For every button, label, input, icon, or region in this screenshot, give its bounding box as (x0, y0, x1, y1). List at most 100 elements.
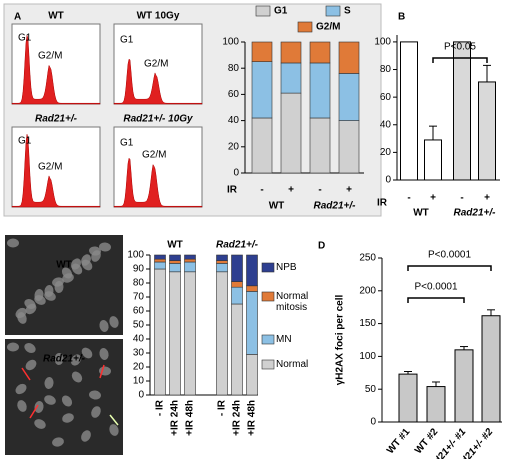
y-tick-label: 0 (385, 175, 391, 186)
nucleus (52, 437, 64, 447)
nucleus (109, 424, 119, 436)
x-tick-label: - IR (217, 399, 228, 416)
x-tick-label: - IR (155, 399, 166, 416)
panel-label: B (398, 12, 405, 23)
bar-segment (154, 268, 166, 396)
histogram-shape (11, 134, 101, 208)
peak-label: G2/M (38, 162, 62, 173)
bar (424, 139, 442, 181)
x-tick-label: +IR 48h (185, 400, 196, 436)
bar-segment (231, 303, 243, 396)
bar-segment (169, 271, 181, 396)
y-tick-label: 80 (228, 63, 240, 74)
x-tick-label: - (318, 185, 321, 196)
panel-label: D (318, 241, 325, 252)
x-tick-label: +IR 24h (170, 400, 181, 436)
x-tick-label: - (407, 193, 410, 204)
nucleus (109, 316, 119, 328)
nucleus (24, 299, 36, 309)
y-tick-label: 90 (133, 264, 145, 275)
histogram-title: WT 10Gy (137, 11, 180, 22)
y-tick-label: 60 (133, 306, 145, 317)
group-label: WT (167, 240, 183, 251)
group-label: Rad21+/- (314, 201, 357, 212)
legend-label-box: Normal (276, 359, 308, 370)
y-tick-label: 30 (133, 348, 145, 359)
legend-swatch (297, 21, 313, 33)
bar-segment (154, 254, 166, 260)
bar (426, 386, 446, 423)
legend-swatch (255, 5, 271, 17)
peak-label: G2/M (144, 59, 168, 70)
nucleus (54, 353, 64, 365)
bar (400, 41, 418, 181)
nucleus (61, 395, 73, 407)
annotation: P<0.0001 (414, 282, 458, 293)
bar-segment (169, 254, 181, 261)
y-tick-label: 50 (365, 384, 377, 395)
histogram-title: Rad21+/- 10Gy (123, 114, 193, 125)
nucleus (7, 342, 19, 352)
bar-segment (280, 92, 302, 174)
nucleus (25, 359, 37, 371)
x-axis-label: IR (377, 198, 388, 209)
legend-swatch (261, 334, 275, 345)
bar (481, 315, 501, 423)
nucleus (15, 383, 27, 395)
panel-label: A (14, 12, 21, 23)
group-label: WT (413, 208, 429, 219)
y-tick-label: 100 (359, 351, 376, 362)
x-tick-label: + (430, 193, 436, 204)
nucleus (34, 419, 46, 429)
bar-segment (184, 271, 196, 396)
y-tick-label: 60 (380, 92, 392, 103)
peak-label: G1 (18, 136, 32, 147)
legend-swatch (261, 291, 275, 302)
bar-segment (246, 354, 258, 396)
bar (453, 41, 471, 181)
y-tick-label: 200 (359, 285, 376, 296)
histogram-title: Rad21+/- (35, 114, 78, 125)
y-tick-label: 20 (133, 362, 145, 373)
histogram-shape (11, 35, 101, 105)
y-tick-label: 0 (138, 390, 144, 401)
peak-label: G2/M (38, 51, 62, 62)
histogram-title: WT (48, 11, 64, 22)
nucleus (89, 246, 101, 256)
bar-segment (251, 61, 273, 119)
significance-bracket (407, 297, 465, 303)
nucleus (44, 377, 54, 389)
bar (454, 349, 474, 423)
peak-label: G1 (120, 138, 134, 149)
x-tick-label: WT #1 (385, 426, 413, 456)
micrograph-label: Rad21+/- (43, 354, 86, 365)
bar-segment (309, 41, 331, 64)
bar-segment (169, 260, 181, 264)
x-axis-label: IR (227, 185, 238, 196)
micrograph-label: WT (56, 260, 72, 271)
nucleus (34, 289, 44, 301)
y-tick-label: 0 (370, 417, 376, 428)
legend-swatch (261, 262, 275, 273)
y-tick-label: 100 (127, 250, 144, 261)
legend-label: G2/M (316, 22, 340, 33)
bar-segment (216, 263, 228, 273)
nucleus (7, 238, 19, 248)
nucleus (99, 242, 111, 252)
significance-bracket (407, 265, 492, 271)
bar-segment (154, 261, 166, 270)
nucleus (99, 348, 109, 360)
nucleus (62, 413, 74, 423)
y-tick-label: 80 (133, 278, 145, 289)
y-tick-label: 0 (233, 168, 239, 179)
y-tick-label: 60 (228, 89, 240, 100)
x-tick-label: + (288, 185, 294, 196)
nucleus (71, 371, 83, 383)
bar-segment (231, 286, 243, 305)
bar-segment (184, 258, 196, 263)
nucleus (71, 258, 81, 270)
nucleus (15, 307, 27, 319)
x-tick-label: - (260, 185, 263, 196)
bar-segment (231, 281, 243, 288)
y-tick-label: 150 (359, 318, 376, 329)
